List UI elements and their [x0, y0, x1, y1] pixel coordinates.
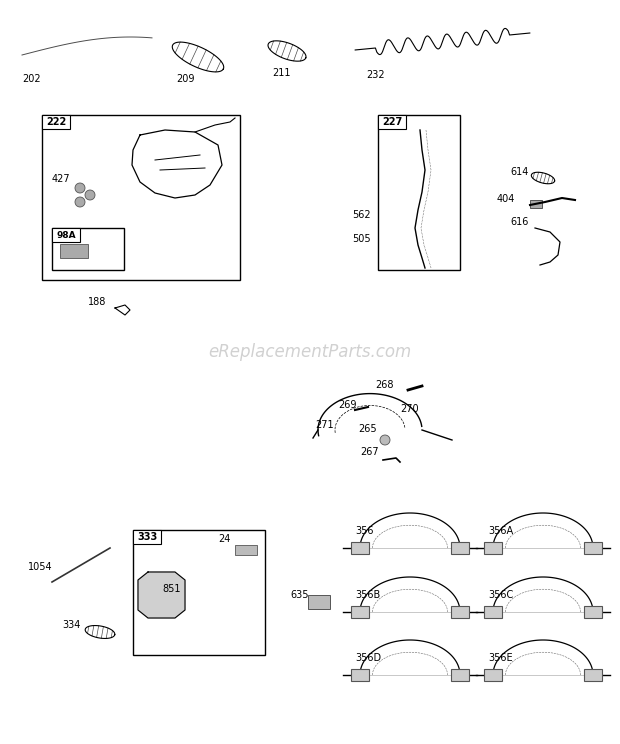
Text: 1054: 1054 — [28, 562, 53, 572]
Bar — [235, 545, 257, 555]
Bar — [351, 606, 369, 618]
Bar — [584, 606, 602, 618]
Bar — [484, 542, 502, 554]
Text: 232: 232 — [366, 70, 384, 80]
Text: 356: 356 — [355, 526, 373, 536]
Bar — [133, 530, 265, 655]
Text: 271: 271 — [315, 420, 334, 430]
Text: 356E: 356E — [488, 653, 513, 663]
Text: 265: 265 — [358, 424, 376, 434]
Circle shape — [75, 183, 85, 193]
Bar — [42, 115, 70, 129]
Bar — [451, 669, 469, 681]
Text: 851: 851 — [162, 584, 180, 594]
Bar — [42, 115, 240, 280]
Bar — [378, 115, 460, 270]
Bar — [52, 228, 124, 270]
Text: 614: 614 — [510, 167, 528, 177]
Text: 333: 333 — [137, 532, 157, 542]
Text: 227: 227 — [382, 117, 402, 127]
Text: 334: 334 — [62, 620, 81, 630]
Text: 404: 404 — [497, 194, 515, 204]
Circle shape — [75, 197, 85, 207]
Bar — [584, 542, 602, 554]
Text: 202: 202 — [22, 74, 41, 84]
Bar — [451, 542, 469, 554]
Text: 356A: 356A — [488, 526, 513, 536]
Bar — [133, 530, 161, 544]
Bar — [60, 244, 88, 258]
Bar — [484, 606, 502, 618]
Text: 267: 267 — [360, 447, 379, 457]
Bar — [351, 542, 369, 554]
Text: 268: 268 — [375, 380, 394, 390]
Bar — [530, 200, 542, 208]
Text: eReplacementParts.com: eReplacementParts.com — [208, 343, 412, 361]
Text: 211: 211 — [272, 68, 291, 78]
Text: 222: 222 — [46, 117, 66, 127]
Bar — [451, 606, 469, 618]
Text: 562: 562 — [352, 210, 371, 220]
Text: 209: 209 — [176, 74, 195, 84]
Text: 188: 188 — [88, 297, 107, 307]
Circle shape — [380, 435, 390, 445]
Text: 98A: 98A — [56, 231, 76, 240]
Bar — [484, 669, 502, 681]
Bar — [351, 669, 369, 681]
Text: 356D: 356D — [355, 653, 381, 663]
Text: 24: 24 — [218, 534, 231, 544]
Polygon shape — [138, 572, 185, 618]
Text: 616: 616 — [510, 217, 528, 227]
Bar — [378, 115, 406, 129]
Text: 269: 269 — [338, 400, 356, 410]
Circle shape — [85, 190, 95, 200]
Text: 427: 427 — [52, 174, 71, 184]
Bar — [584, 669, 602, 681]
Text: 505: 505 — [352, 234, 371, 244]
Bar — [308, 595, 330, 609]
Bar — [52, 228, 80, 242]
Text: 270: 270 — [400, 404, 419, 414]
Text: 635: 635 — [290, 590, 309, 600]
Text: 356B: 356B — [355, 590, 380, 600]
Text: 356C: 356C — [488, 590, 513, 600]
